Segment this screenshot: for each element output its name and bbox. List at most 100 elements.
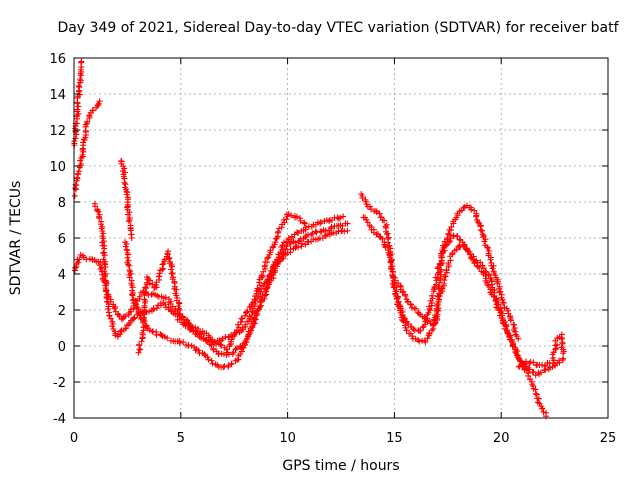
data-point <box>78 160 85 167</box>
data-point <box>96 215 103 222</box>
data-point <box>204 338 211 345</box>
data-point <box>286 240 293 247</box>
data-point <box>412 305 419 312</box>
data-point <box>443 267 450 274</box>
data-point <box>302 224 309 231</box>
data-point <box>94 102 101 109</box>
data-point <box>256 304 263 311</box>
y-tick-label: 16 <box>49 52 66 67</box>
data-point <box>232 329 239 336</box>
data-point <box>235 324 242 331</box>
data-point <box>497 309 504 316</box>
data-point <box>258 297 265 304</box>
data-point <box>146 308 153 315</box>
data-point <box>98 225 105 232</box>
data-point <box>525 372 532 379</box>
data-point <box>471 207 478 214</box>
data-point <box>344 227 351 234</box>
data-point <box>77 157 84 164</box>
data-point <box>526 360 533 367</box>
data-point <box>386 254 393 261</box>
data-point <box>264 284 271 291</box>
data-point <box>159 266 166 273</box>
data-point <box>111 305 118 312</box>
y-tick-label: 10 <box>49 160 66 175</box>
data-point <box>416 338 423 345</box>
data-point <box>168 263 175 270</box>
data-point <box>560 350 567 357</box>
data-point <box>76 256 83 263</box>
data-point <box>477 227 484 234</box>
data-point <box>125 261 132 268</box>
data-point <box>126 274 133 281</box>
data-point <box>535 395 542 402</box>
data-point <box>75 168 82 175</box>
data-point <box>138 338 145 345</box>
data-point <box>428 327 435 334</box>
data-point <box>173 286 180 293</box>
data-point <box>339 222 346 229</box>
data-point <box>74 106 81 113</box>
data-point <box>101 252 108 259</box>
data-point <box>107 315 114 322</box>
data-point <box>384 230 391 237</box>
y-tick-label: 2 <box>58 304 66 319</box>
data-point <box>340 213 347 220</box>
data-point <box>205 356 212 363</box>
data-point <box>381 217 388 224</box>
data-point <box>417 327 424 334</box>
data-point <box>484 244 491 251</box>
data-point <box>301 220 308 227</box>
data-point <box>95 208 102 215</box>
data-point <box>136 341 143 348</box>
data-point <box>217 341 224 348</box>
data-point <box>254 285 261 292</box>
data-point <box>294 229 301 236</box>
data-point <box>292 239 299 246</box>
data-point <box>166 254 173 261</box>
data-point <box>245 318 252 325</box>
data-point <box>553 341 560 348</box>
data-point <box>243 339 250 346</box>
data-point <box>242 321 249 328</box>
data-point <box>558 335 565 342</box>
data-point <box>280 216 287 223</box>
data-point <box>476 264 483 271</box>
data-point <box>95 100 102 107</box>
data-point <box>473 213 480 220</box>
data-point <box>436 290 443 297</box>
data-point <box>428 292 435 299</box>
data-point <box>485 282 492 289</box>
data-point <box>125 218 132 225</box>
data-point <box>359 195 366 202</box>
data-point <box>507 317 514 324</box>
data-point <box>280 239 287 246</box>
data-point <box>162 301 169 308</box>
data-point <box>309 230 316 237</box>
data-point <box>308 231 315 238</box>
data-point <box>297 217 304 224</box>
data-point <box>76 91 83 98</box>
data-point <box>182 316 189 323</box>
data-point <box>457 244 464 251</box>
data-point <box>442 273 449 280</box>
data-point <box>210 346 217 353</box>
data-point <box>218 342 225 349</box>
data-point <box>238 348 245 355</box>
data-point <box>97 221 104 228</box>
data-point <box>275 228 282 235</box>
data-point <box>127 306 134 313</box>
data-points <box>71 58 567 420</box>
data-point <box>280 250 287 257</box>
data-point <box>220 351 227 358</box>
x-tick-label: 10 <box>279 431 296 446</box>
data-point <box>367 203 374 210</box>
data-point <box>143 279 150 286</box>
data-point <box>261 295 268 302</box>
x-tick-label: 20 <box>493 431 510 446</box>
data-point <box>78 58 85 65</box>
data-point <box>74 174 81 181</box>
data-point <box>424 335 431 342</box>
data-point <box>272 239 279 246</box>
data-point <box>398 316 405 323</box>
